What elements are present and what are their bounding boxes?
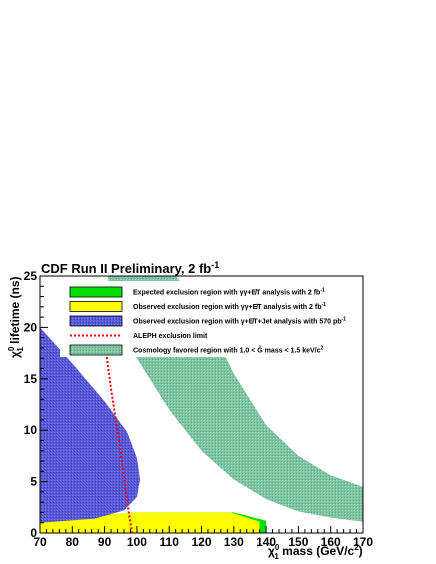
chart-title: CDF Run II Preliminary, 2 fb-1 <box>41 260 219 276</box>
x-axis: 70 80 90 100 110 120 130 140 150 160 170 <box>33 526 373 549</box>
y-tick-label: 15 <box>24 372 38 386</box>
legend-entry: ALEPH exclusion limit <box>133 333 208 340</box>
legend-swatch <box>69 315 123 327</box>
legend-entry: Cosmology favored region with 1.0 < G̃ m… <box>133 346 324 355</box>
x-tick-label: 170 <box>353 535 373 549</box>
plot-frame <box>39 275 364 534</box>
y-axis-title: χ01 lifetime (ns) <box>7 276 25 358</box>
series-area-2 <box>40 327 141 523</box>
x-tick-label: 70 <box>33 535 47 549</box>
x-tick-label: 120 <box>191 535 211 549</box>
y-tick-label: 20 <box>24 320 38 334</box>
legend-swatch <box>69 344 123 356</box>
legend-entry: Expected exclusion region with γγ+E̸T an… <box>133 288 325 297</box>
x-axis-title: χ̃0 1 mass (GeV/c2) <box>268 543 363 561</box>
x-tick-label: 90 <box>98 535 112 549</box>
legend-entry: Observed exclusion region with γγ+E̸T an… <box>133 302 326 311</box>
legend-swatch <box>69 286 123 298</box>
legend: Expected exclusion region with γγ+E̸T an… <box>60 281 362 357</box>
x-tick-label: 100 <box>127 535 147 549</box>
x-tick-label: 80 <box>66 535 80 549</box>
legend-swatch <box>69 301 123 312</box>
x-tick-label: 140 <box>256 535 276 549</box>
y-tick-label: 5 <box>30 475 37 489</box>
x-tick-label: 130 <box>224 535 244 549</box>
y-tick-label: 25 <box>24 269 38 283</box>
x-tick-label: 160 <box>321 535 341 549</box>
series-line-3 <box>105 352 134 533</box>
y-tick-label: 10 <box>24 423 38 437</box>
legend-entry: Observed exclusion region with γ+E̸T+Jet… <box>133 317 346 326</box>
x-tick-label: 150 <box>288 535 308 549</box>
y-axis: 0 5 10 15 20 25 <box>24 269 48 540</box>
x-tick-label: 110 <box>160 535 180 549</box>
y-tick-label: 0 <box>30 526 37 540</box>
